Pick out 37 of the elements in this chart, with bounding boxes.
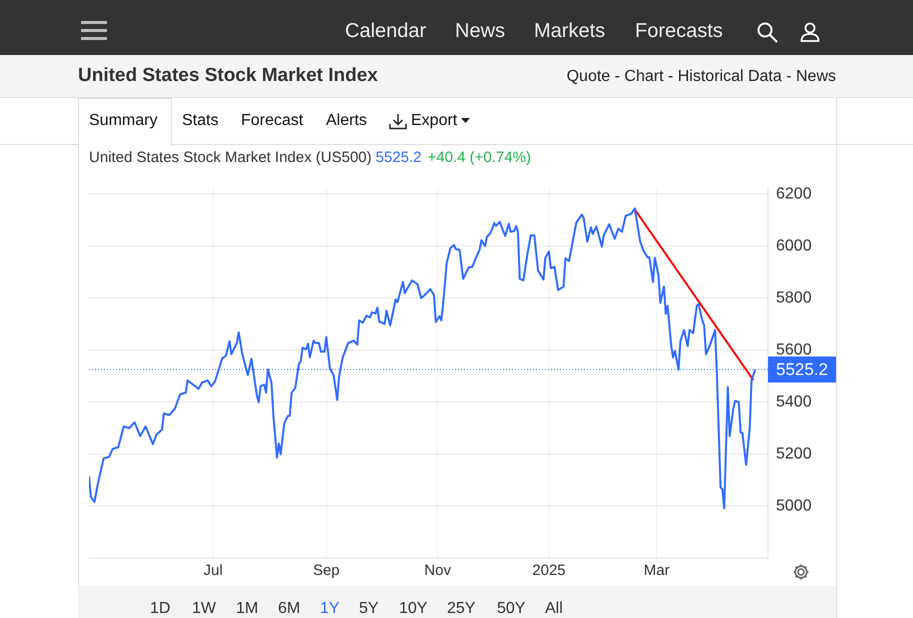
text: News xyxy=(455,20,506,43)
text: 1W xyxy=(192,600,216,618)
text: Forecasts xyxy=(635,20,723,43)
x-tick-label: 2025 xyxy=(532,562,566,580)
text: 1M xyxy=(236,600,258,618)
text: Export xyxy=(411,112,458,130)
text: Stats xyxy=(182,112,218,130)
text: Quote - Chart - Historical Data - News xyxy=(566,68,836,86)
x-tick-label: Sep xyxy=(312,562,340,580)
text: 10Y xyxy=(399,600,428,618)
y-tick-label: 5400 xyxy=(776,393,812,410)
text: Markets xyxy=(534,20,606,43)
text: 25Y xyxy=(447,600,476,618)
y-tick-label: 6200 xyxy=(776,186,812,203)
text: Summary xyxy=(89,112,158,130)
x-tick-label: Jul xyxy=(204,562,223,580)
text: 5Y xyxy=(359,600,379,618)
chart-subtitle: United States Stock Market Index (US500) xyxy=(89,149,372,166)
y-tick-label: 5000 xyxy=(776,497,812,514)
chart-title: United States Stock Market Index xyxy=(78,65,378,87)
text: +40.4 (+0.74%) xyxy=(428,149,531,166)
text: Alerts xyxy=(326,112,367,130)
x-tick-label: Mar xyxy=(644,562,670,580)
text: 1Y xyxy=(320,600,340,618)
text: All xyxy=(545,600,563,618)
text: 50Y xyxy=(497,600,526,618)
y-tick-label: 5200 xyxy=(776,445,812,462)
ref-line-label: 5525.2 xyxy=(776,360,828,380)
text: 5525.2 xyxy=(376,149,422,166)
y-tick-label: 6000 xyxy=(776,237,812,254)
text: 1D xyxy=(150,600,170,618)
y-tick-label: 5600 xyxy=(776,341,812,358)
text: Calendar xyxy=(345,20,426,43)
text: Forecast xyxy=(241,112,304,130)
x-tick-label: Nov xyxy=(424,562,452,580)
y-tick-label: 5800 xyxy=(776,289,812,306)
text: 6M xyxy=(278,600,300,618)
